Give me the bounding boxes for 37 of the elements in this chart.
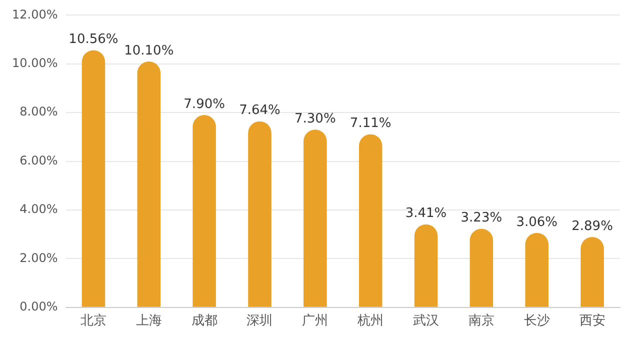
x-tick-label: 西安 xyxy=(579,312,606,329)
x-tick-label: 北京 xyxy=(80,314,106,329)
bar xyxy=(525,232,549,307)
data-label: 3.06% xyxy=(516,214,558,230)
bar xyxy=(304,130,327,307)
data-label: 3.23% xyxy=(460,210,502,226)
y-tick-label: 4.00% xyxy=(20,202,58,216)
bar xyxy=(470,228,494,307)
bar xyxy=(358,134,382,307)
data-label: 10.56% xyxy=(68,32,118,48)
data-label: 7.64% xyxy=(239,103,280,118)
x-tick-label: 武汉 xyxy=(413,314,440,329)
data-label: 7.90% xyxy=(184,96,225,112)
data-label: 10.10% xyxy=(124,43,174,58)
bar xyxy=(414,224,438,307)
x-tick-label: 上海 xyxy=(136,314,162,329)
x-tick-label: 杭州 xyxy=(356,314,384,329)
data-label: 7.11% xyxy=(350,116,392,132)
x-tick-label: 南京 xyxy=(468,314,494,329)
bar xyxy=(192,115,216,307)
data-label: 3.41% xyxy=(405,206,447,222)
y-tick-label: 12.00% xyxy=(12,7,58,22)
y-tick-label: 6.00% xyxy=(20,153,58,168)
bar xyxy=(580,237,604,307)
y-tick-label: 0.00% xyxy=(20,300,58,314)
x-tick-label: 成都 xyxy=(191,314,218,329)
bar xyxy=(137,61,161,307)
bar xyxy=(248,121,272,307)
x-tick-label: 长沙 xyxy=(524,314,550,329)
data-label: 7.30% xyxy=(294,112,336,127)
y-tick-label: 2.00% xyxy=(20,250,58,265)
data-label: 2.89% xyxy=(572,218,613,234)
y-tick-label: 10.00% xyxy=(12,56,58,70)
y-tick-label: 8.00% xyxy=(20,104,58,119)
bar xyxy=(82,50,106,307)
x-tick-label: 广州 xyxy=(302,314,328,329)
x-tick-label: 深圳 xyxy=(246,314,273,329)
